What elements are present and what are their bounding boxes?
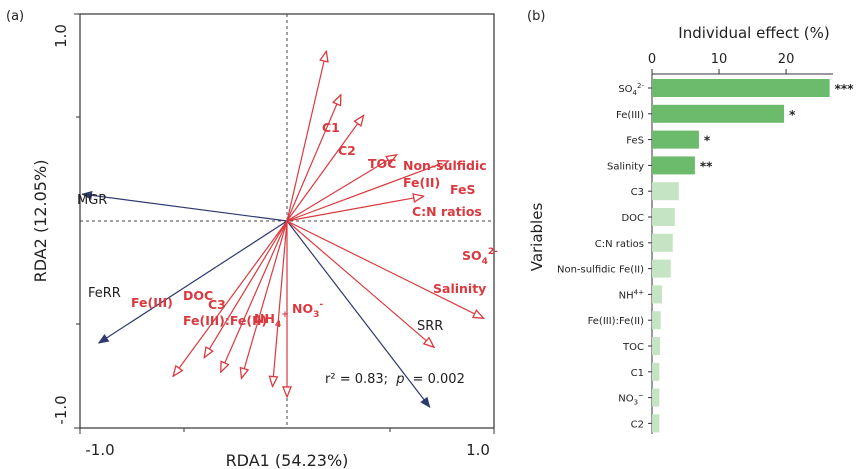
- bar-x-tick-label: 20: [778, 52, 795, 67]
- rda-label-doc: DOC: [183, 288, 213, 303]
- rda-label-c3: C3: [208, 297, 226, 312]
- bar-x-tick-label: 10: [711, 52, 728, 67]
- bar-category-label: TOC: [622, 342, 644, 353]
- individual-effect-panel: (b) Individual effect (%) Variables 0 10 2…: [527, 9, 854, 434]
- significance-label: **: [700, 159, 713, 173]
- bar-c3: [652, 182, 679, 201]
- bar-nh4: [652, 285, 663, 304]
- bar-x-tick-label: 0: [648, 52, 656, 67]
- rda-label-nh4: NH4+: [254, 310, 289, 330]
- panel-b-label: (b): [527, 9, 545, 24]
- panel-a-label: (a): [6, 9, 24, 24]
- significance-label: *: [789, 108, 796, 122]
- explanatory-arrow-nh4: [273, 220, 288, 387]
- x-tick-label-max: 1.0: [466, 441, 490, 459]
- bar-category-label: FeS: [626, 136, 644, 147]
- bar-fes: [652, 130, 699, 149]
- bar-c2: [652, 414, 660, 433]
- rda-label-so4-2: SO42-: [462, 247, 498, 267]
- significance-label: ***: [835, 82, 855, 96]
- bar-category-label: DOC: [621, 213, 644, 224]
- explanatory-arrow-c-n-ratios: [286, 196, 424, 222]
- fit-r2: r² = 0.83;: [325, 372, 388, 387]
- fit-p-symbol: p: [395, 372, 404, 387]
- bar-category-label: Non-sulfidic Fe(II): [557, 265, 644, 276]
- explanatory-arrow-c2: [286, 95, 341, 222]
- rda-biplot-panel: (a) -1.0 1.0 1.0 -1.0 RDA1 (54.23%) RDA2…: [6, 9, 498, 469]
- bar-rows: SO42- *** Fe(III) * FeS * Salinity ** C3 DOC C:N r…: [557, 79, 855, 433]
- rda-label-c1: C1: [322, 120, 340, 135]
- response-arrow-ferr: [97, 220, 288, 344]
- rda-label-fe-iii-fe-ii: Fe(III):Fe(II): [183, 313, 267, 328]
- bar-category-label: C3: [631, 187, 644, 198]
- y-tick-label-min: -1.0: [52, 395, 70, 424]
- response-arrow-mgr: [81, 190, 288, 222]
- bar-category-label: C:N ratios: [595, 239, 644, 250]
- rda-labels: C1 C2 TOC Non-sulfidic Fe(II) FeS C:N ratios SO…: [77, 120, 498, 334]
- significance-label: *: [704, 134, 711, 148]
- response-arrow-srr: [286, 220, 431, 409]
- fit-p-value: = 0.002: [413, 372, 465, 387]
- bar-c1: [652, 362, 660, 381]
- y-axis-title: RDA2 (12.05%): [31, 160, 50, 283]
- rda-label-toc: TOC: [368, 156, 396, 171]
- rda-label-salinity: Salinity: [433, 281, 486, 296]
- rda-label-ferr: FeRR: [88, 286, 121, 301]
- rda-label-c2: C2: [338, 143, 356, 158]
- bar-category-label: Fe(III): [616, 110, 644, 121]
- bar-category-label: C2: [631, 419, 644, 430]
- bar-category-label: Salinity: [607, 161, 644, 172]
- rda-label-mgr: MGR: [77, 193, 107, 208]
- rda-label-fes: FeS: [450, 182, 476, 197]
- rda-label-c-n-ratios: C:N ratios: [412, 204, 482, 219]
- bar-category-label: NO3−: [618, 392, 644, 407]
- y-tick-label-max: 1.0: [52, 24, 70, 48]
- explanatory-arrow-c1: [286, 51, 326, 222]
- explanatory-arrow-non-sulfidic-fe-ii: [286, 155, 397, 222]
- rda-label-no3: NO3-: [292, 300, 323, 320]
- bar-so4-2: [652, 79, 830, 97]
- explanatory-arrow-doc: [204, 220, 288, 358]
- bar-x-axis-title: Individual effect (%): [678, 24, 829, 42]
- bar-no3: [652, 388, 660, 407]
- rda-arrows: [81, 51, 484, 409]
- bar-salinity: [652, 156, 695, 175]
- bar-fe-iii: [652, 104, 785, 123]
- bar-toc: [652, 337, 661, 355]
- bar-category-label: Fe(III):Fe(II): [588, 316, 645, 327]
- rda-label-line: Fe(II): [403, 175, 440, 190]
- x-tick-label-min: -1.0: [85, 441, 114, 459]
- x-axis-title: RDA1 (54.23%): [226, 451, 349, 469]
- explanatory-arrow-toc: [286, 115, 364, 222]
- bar-category-label: C1: [631, 368, 644, 379]
- rda-label-non-sulfidic-fe-ii: Non-sulfidic Fe(II): [403, 158, 487, 190]
- bar-non-sulfidic-fe-ii: [652, 259, 671, 278]
- bar-doc: [652, 208, 675, 226]
- bar-category-label: SO42-: [618, 82, 644, 97]
- fit-annotation: r² = 0.83; p = 0.002: [325, 372, 465, 387]
- rda-label-srr: SRR: [417, 319, 443, 334]
- bar-fe-iii-fe-ii: [652, 311, 661, 330]
- rda-label-fe-iii: Fe(III): [131, 295, 173, 310]
- rda-label-line: Non-sulfidic: [403, 158, 487, 173]
- explanatory-arrow-fe-iii-fe-ii: [241, 220, 288, 378]
- explanatory-arrow-salinity: [286, 220, 434, 347]
- bar-y-axis-title: Variables: [528, 203, 546, 272]
- explanatory-arrow-fes: [286, 161, 448, 222]
- bar-x-ticks: 0 10 20: [648, 52, 794, 74]
- bar-c-n-ratios: [652, 233, 673, 252]
- explanatory-arrow-fe-iii: [173, 220, 288, 376]
- explanatory-arrow-so4-2: [286, 220, 484, 318]
- explanatory-arrow-c3: [221, 220, 288, 372]
- bar-category-label: NH4+: [619, 288, 644, 301]
